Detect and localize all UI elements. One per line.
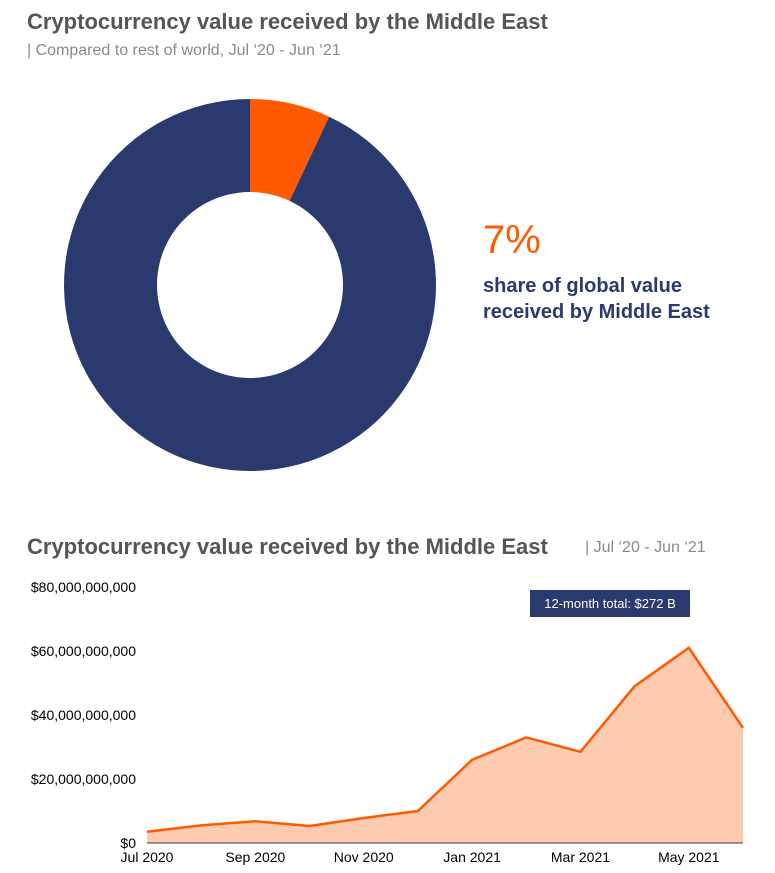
y-tick-label: $20,000,000,000: [31, 771, 136, 787]
x-tick-label: Nov 2020: [334, 849, 394, 865]
share-description: share of global value received by Middle…: [483, 275, 710, 323]
y-tick-label: $80,000,000,000: [31, 579, 136, 595]
y-tick-label: $40,000,000,000: [31, 707, 136, 723]
donut-chart-subtitle: | Compared to rest of world, Jul ‘20 - J…: [27, 42, 341, 59]
share-percentage: 7%: [483, 218, 541, 262]
area-chart-title: Cryptocurrency value received by the Mid…: [27, 534, 548, 559]
x-tick-label: Mar 2021: [551, 849, 610, 865]
area-chart-subtitle: | Jul ‘20 - Jun ‘21: [585, 539, 706, 556]
donut-chart: [63, 99, 437, 471]
x-tick-label: Jan 2021: [443, 849, 501, 865]
x-tick-label: Sep 2020: [225, 849, 285, 865]
series-line: [146, 646, 745, 834]
pie-slice-middle-east: [250, 99, 330, 201]
x-tick-label: May 2021: [658, 849, 720, 865]
pie-slice-rest-of-world: [63, 99, 437, 471]
donut-chart-title: Cryptocurrency value received by the Mid…: [27, 9, 548, 34]
area-fill: [147, 647, 743, 843]
total-annotation-badge: 12-month total: $272 B: [530, 590, 690, 617]
y-tick-label: $60,000,000,000: [31, 643, 136, 659]
x-tick-label: Jul 2020: [121, 849, 174, 865]
y-tick-label: $0: [120, 835, 136, 851]
